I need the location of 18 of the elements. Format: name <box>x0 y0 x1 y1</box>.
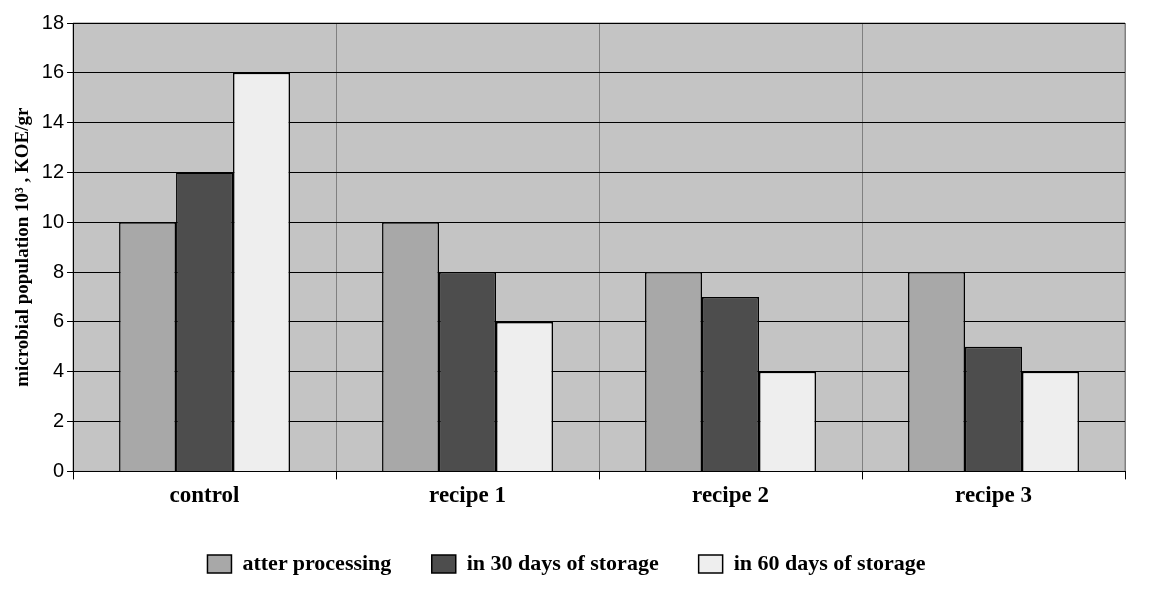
y-tick-label: 18 <box>41 10 65 33</box>
y-tick-label: 12 <box>41 159 65 182</box>
x-tick-label: recipe 2 <box>692 482 769 508</box>
y-tick-label: 10 <box>41 209 65 232</box>
x-tick-label: recipe 1 <box>429 482 506 508</box>
y-tick-label: 6 <box>52 309 65 332</box>
y-tick-label: 14 <box>41 110 65 133</box>
x-tick-label: recipe 3 <box>955 482 1032 508</box>
y-axis-title: microbial population 10³ , KOE/gr <box>11 106 33 387</box>
legend-label: in 60 days of storage <box>733 549 926 575</box>
y-tick-label: 0 <box>52 458 65 481</box>
y-tick-label: 8 <box>52 259 65 282</box>
legend-label: atter processing <box>242 549 392 575</box>
y-tick-label: 4 <box>52 359 65 382</box>
legend-label: in 30 days of storage <box>466 549 659 575</box>
y-tick-label: 16 <box>41 60 65 83</box>
x-tick-label: control <box>169 482 240 508</box>
y-tick-label: 2 <box>52 409 65 432</box>
